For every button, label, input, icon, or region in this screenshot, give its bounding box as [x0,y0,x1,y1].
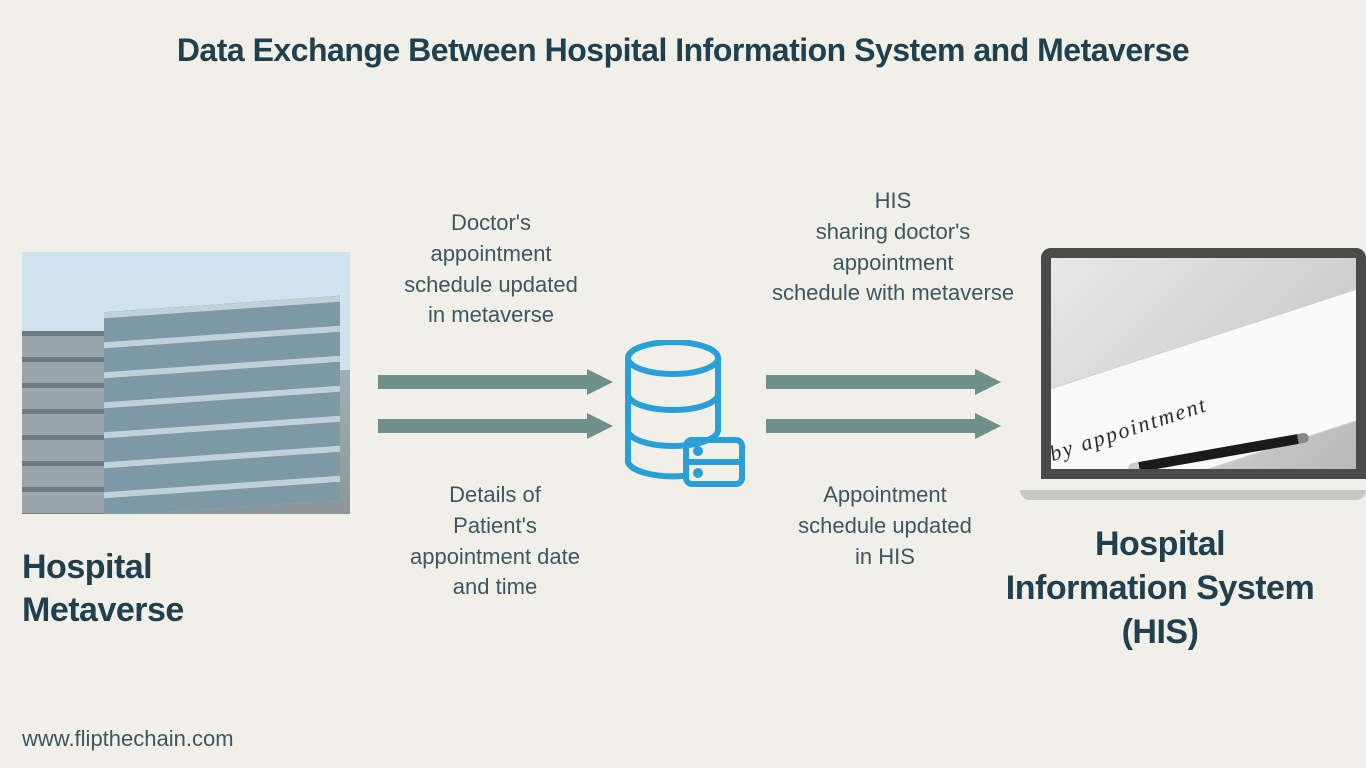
his-image: by appointment [1020,248,1366,510]
flow-label-db-to-metaverse: Doctor'sappointmentschedule updatedin me… [376,208,606,331]
appointment-paper-text: by appointment [1041,269,1366,479]
flow-label-his-to-db: HISsharing doctor'sappointmentschedule w… [748,186,1038,309]
flow-label-metaverse-to-db: Details ofPatient'sappointment dateand t… [380,480,610,603]
hospital-metaverse-image [22,252,350,514]
footer-url: www.flipthechain.com [22,726,234,752]
flow-label-db-to-his: Appointmentschedule updatedin HIS [770,480,1000,572]
page-title: Data Exchange Between Hospital Informati… [0,32,1366,69]
database-icon [618,340,748,495]
laptop-illustration: by appointment [1020,248,1366,510]
building-illustration [22,252,350,514]
hospital-metaverse-label: HospitalMetaverse [22,546,252,631]
his-label: HospitalInformation System(HIS) [970,522,1350,655]
